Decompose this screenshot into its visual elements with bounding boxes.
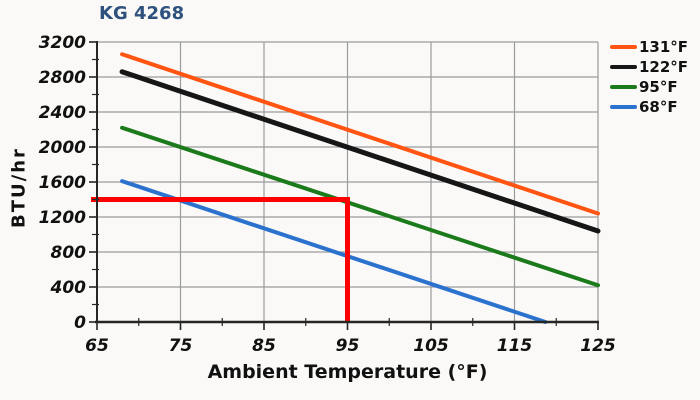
y-axis-title: BTU/hr	[8, 147, 30, 229]
legend-item-95F: 95°F	[610, 77, 688, 97]
y-tick-label-800: 800	[51, 243, 87, 263]
legend-line-swatch-131F	[610, 45, 637, 49]
legend-label-131F: 131°F	[639, 38, 689, 56]
legend: 131°F 122°F 95°F 68°F	[610, 37, 688, 117]
y-tick-label-0: 0	[74, 313, 86, 333]
series-line-131F	[120, 52, 600, 216]
y-tick-label-3200: 3200	[39, 33, 86, 53]
legend-label-68F: 68°F	[639, 98, 678, 116]
x-tick-label-105: 105	[413, 336, 449, 356]
y-tick-label-1200: 1200	[39, 208, 86, 228]
y-tick-label-400: 400	[50, 278, 87, 298]
x-tick-label-95: 95	[336, 336, 360, 356]
legend-label-95F: 95°F	[639, 78, 678, 96]
chart-title: KG 4268	[99, 3, 185, 24]
y-tick-label-2400: 2400	[39, 103, 86, 123]
legend-label-122F: 122°F	[639, 58, 689, 76]
y-tick-label-2800: 2800	[39, 68, 86, 88]
x-tick-label-125: 125	[580, 336, 616, 356]
legend-line-swatch-95F	[610, 85, 637, 89]
series-line-122F	[119, 69, 601, 234]
legend-item-68F: 68°F	[610, 97, 688, 117]
reading-guide-line	[91, 197, 350, 322]
x-axis-title: Ambient Temperature (°F)	[207, 361, 488, 383]
legend-item-131F: 131°F	[610, 37, 688, 57]
legend-item-122F: 122°F	[610, 57, 688, 77]
legend-line-swatch-122F	[610, 65, 637, 69]
y-tick-label-1600: 1600	[39, 173, 86, 193]
legend-line-swatch-68F	[610, 105, 637, 109]
x-tick-label-65: 65	[85, 336, 109, 356]
y-tick-label-2000: 2000	[39, 138, 86, 158]
x-tick-label-115: 115	[497, 336, 533, 356]
x-tick-label-85: 85	[252, 336, 276, 356]
x-tick-label-75: 75	[169, 336, 193, 356]
series-line-68F	[120, 179, 548, 324]
series-line-95F	[120, 125, 600, 288]
